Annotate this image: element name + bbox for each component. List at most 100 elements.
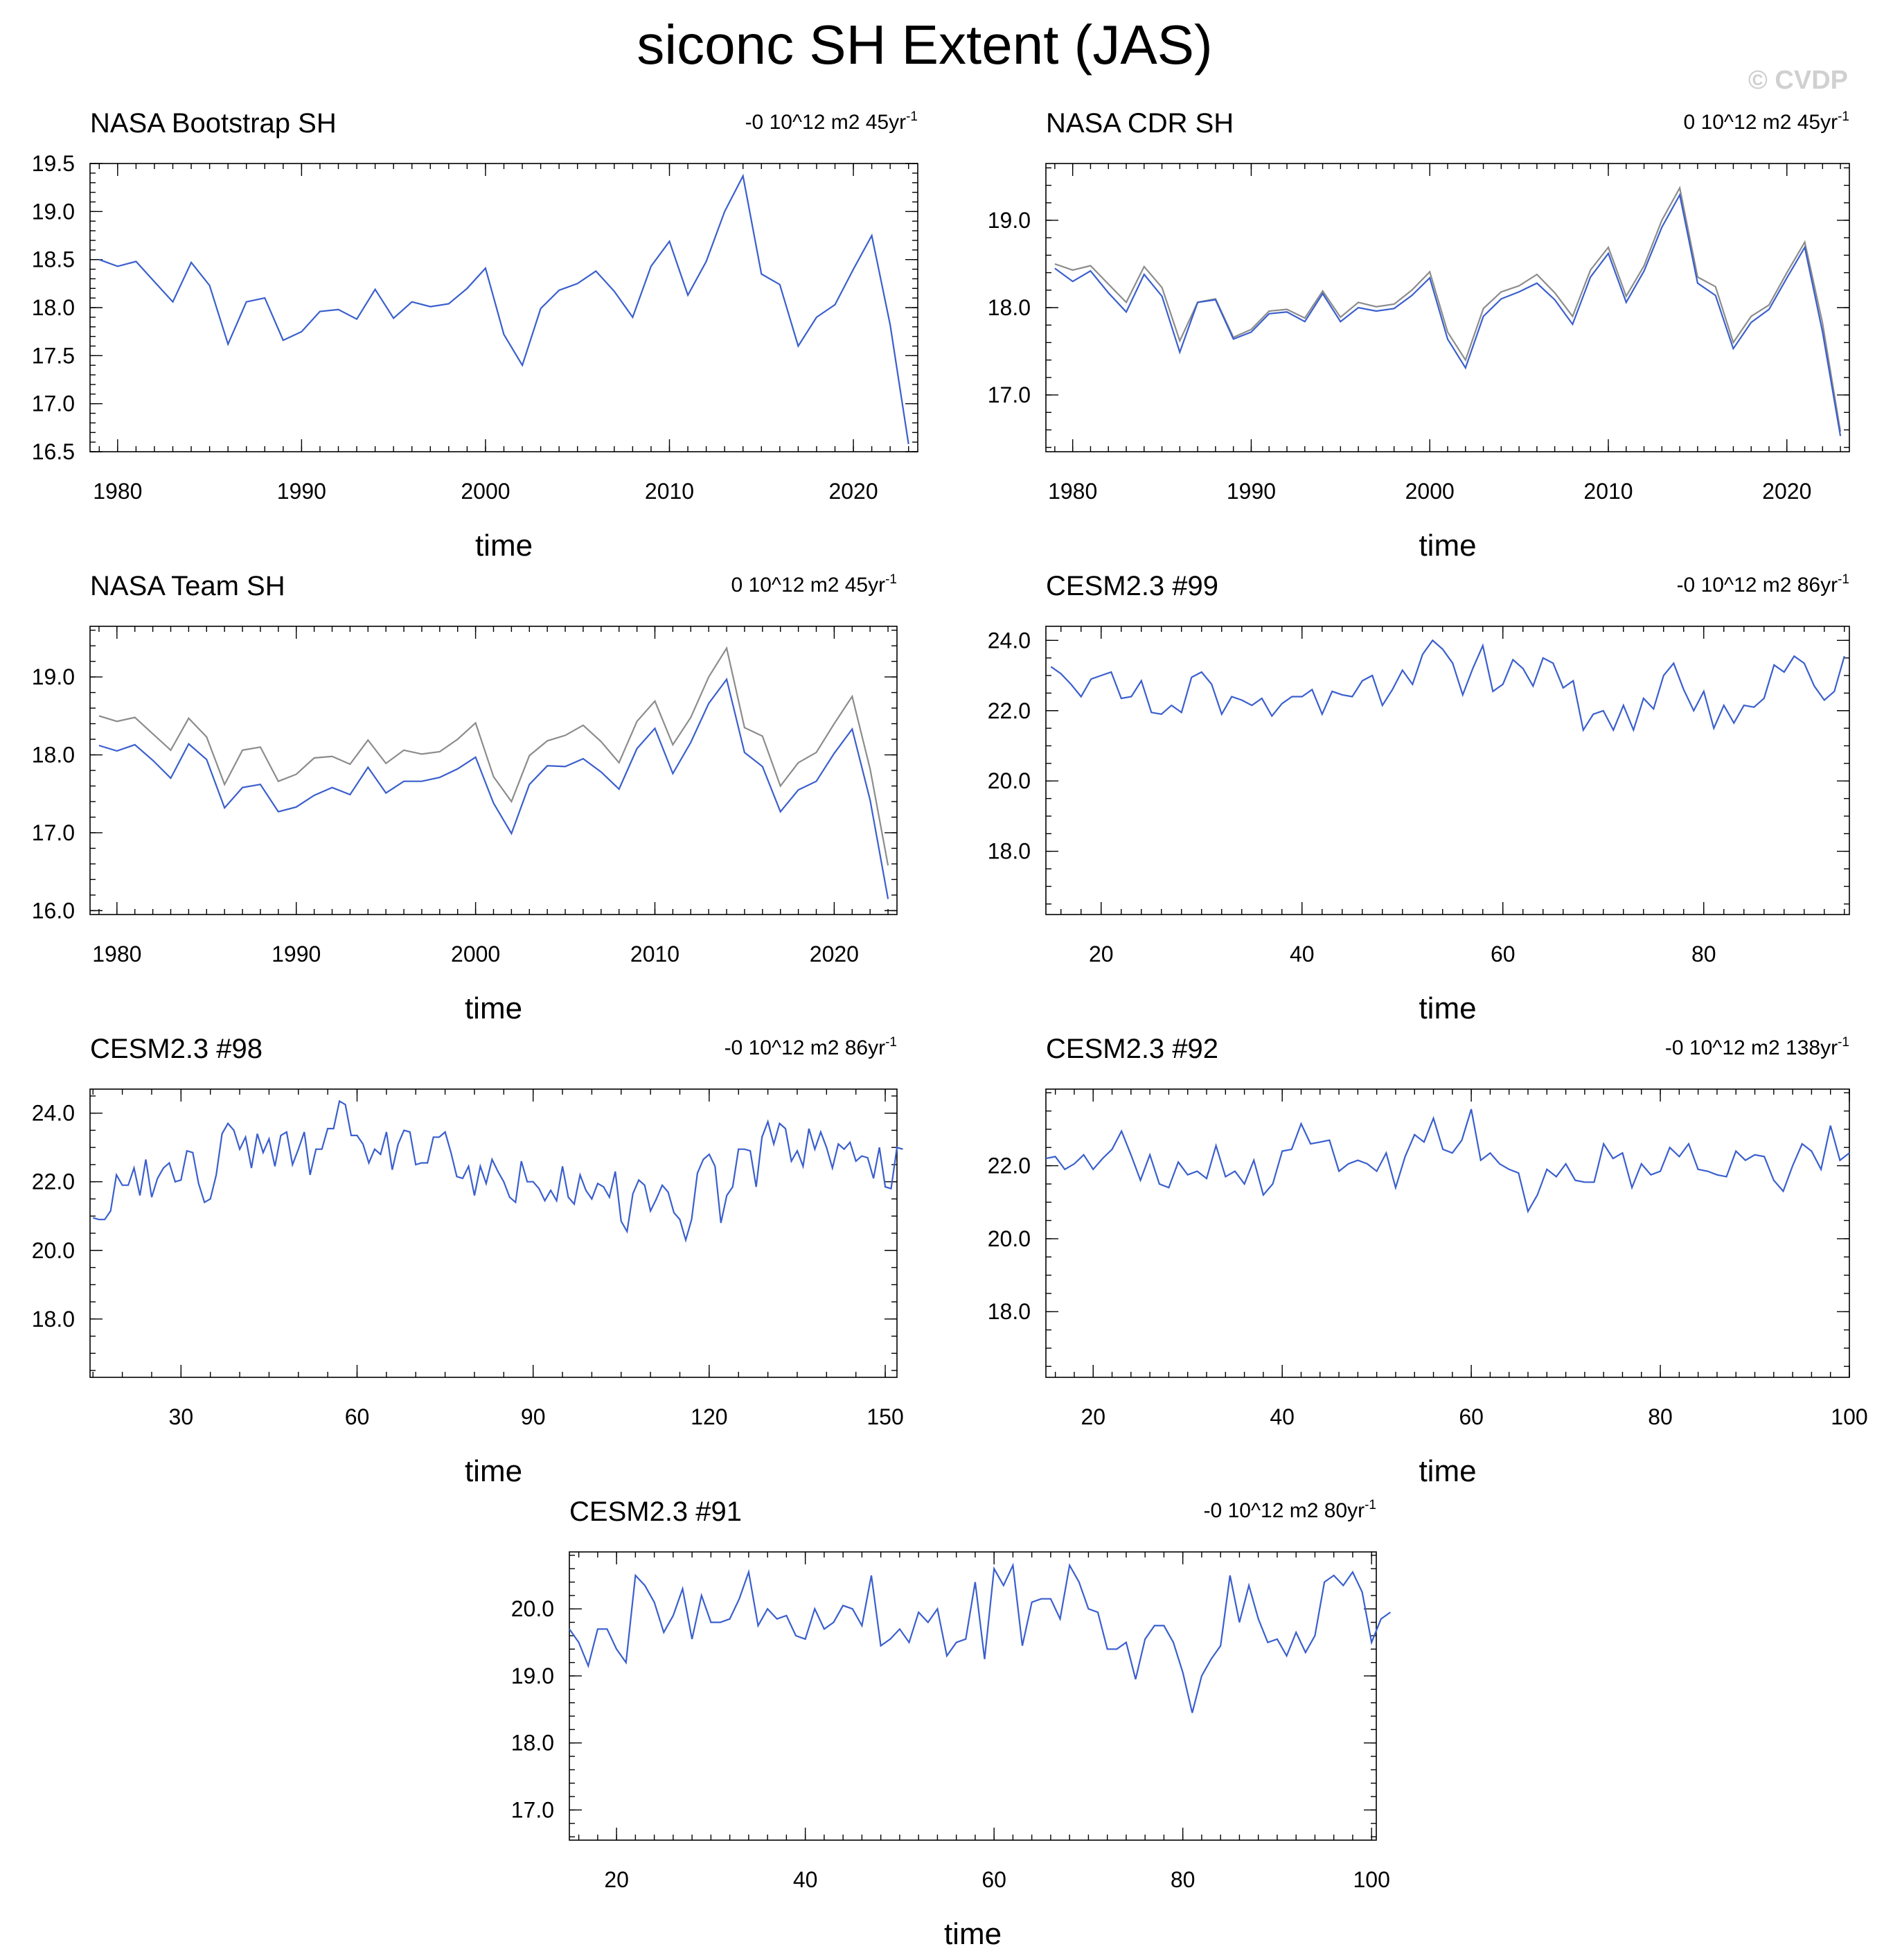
y-tick-label: 18.0 <box>32 1307 75 1332</box>
x-tick-label: 60 <box>1459 1404 1484 1429</box>
reference-series-line <box>98 646 889 866</box>
x-tick-label: 2020 <box>828 479 878 504</box>
trend-label: 0 10^12 m2 45yr-1 <box>1684 109 1849 134</box>
x-tick-label: 1980 <box>93 479 142 504</box>
panel-title: CESM2.3 #92 <box>1046 1034 1218 1064</box>
trend-label: -0 10^12 m2 45yr-1 <box>745 109 918 134</box>
panel-title: NASA CDR SH <box>1046 108 1234 139</box>
trend-value: -0 10^12 m2 138yr <box>1665 1036 1838 1059</box>
trend-exponent: -1 <box>885 572 897 587</box>
y-tick-label: 22.0 <box>32 1169 75 1194</box>
x-tick-label: 80 <box>1691 942 1716 966</box>
series-line <box>569 1562 1392 1713</box>
trend-exponent: -1 <box>1365 1498 1376 1512</box>
x-tick-label: 100 <box>1353 1867 1389 1892</box>
y-tick-label: 16.5 <box>32 439 75 464</box>
x-tick-label: 80 <box>1171 1867 1196 1892</box>
x-tick-label: 20 <box>604 1867 629 1892</box>
x-tick-label: 40 <box>793 1867 818 1892</box>
x-tick-label: 20 <box>1081 1404 1105 1429</box>
x-axis-title: time <box>1419 529 1476 563</box>
series-line <box>1045 1109 1850 1214</box>
trend-label: -0 10^12 m2 138yr-1 <box>1665 1035 1849 1059</box>
y-tick-label: 18.5 <box>32 247 75 272</box>
series-line <box>92 1100 903 1243</box>
y-tick-label: 17.0 <box>988 382 1031 407</box>
x-tick-label: 150 <box>867 1404 903 1429</box>
panel-4: CESM2.3 #99 -0 10^12 m2 86yr-1 20 40 60 80 18.… <box>988 571 1850 1025</box>
x-tick-label: 60 <box>1491 942 1516 966</box>
y-tick-label: 18.0 <box>32 743 75 768</box>
plot-frame <box>1045 163 1850 452</box>
x-tick-label: 30 <box>169 1404 194 1429</box>
y-tick-label: 24.0 <box>988 628 1031 653</box>
x-tick-label: 1980 <box>92 942 141 966</box>
x-tick-label: 40 <box>1270 1404 1295 1429</box>
x-tick-label: 2000 <box>451 942 500 966</box>
x-tick-label: 100 <box>1831 1404 1867 1429</box>
y-tick-label: 19.0 <box>511 1663 554 1688</box>
x-tick-label: 2020 <box>1762 479 1811 504</box>
x-tick-label: 2010 <box>630 942 679 966</box>
y-tick-label: 18.0 <box>988 839 1031 864</box>
trend-value: 0 10^12 m2 45yr <box>731 574 886 597</box>
panel-6: CESM2.3 #92 -0 10^12 m2 138yr-1 20 40 60 80 10… <box>988 1034 1868 1488</box>
x-tick-label: 2010 <box>645 479 694 504</box>
x-tick-label: 1990 <box>1227 479 1276 504</box>
series-line <box>1050 639 1845 732</box>
plot-frame <box>89 163 918 452</box>
x-axis-title: time <box>475 529 533 563</box>
y-tick-label: 17.0 <box>32 820 75 845</box>
x-tick-label: 60 <box>981 1867 1006 1892</box>
y-tick-label: 20.0 <box>988 1226 1031 1251</box>
x-tick-label: 1990 <box>272 942 321 966</box>
y-tick-label: 18.0 <box>988 1299 1031 1324</box>
panel-title: CESM2.3 #98 <box>90 1034 263 1064</box>
x-axis-title: time <box>1419 1454 1476 1488</box>
series-line <box>98 173 909 445</box>
trend-label: -0 10^12 m2 80yr-1 <box>1204 1498 1376 1522</box>
y-tick-label: 18.0 <box>511 1731 554 1756</box>
trend-value: -0 10^12 m2 45yr <box>745 111 907 134</box>
panel-7: CESM2.3 #91 -0 10^12 m2 80yr-1 20 40 60 80 100… <box>511 1497 1392 1951</box>
x-tick-label: 2010 <box>1583 479 1633 504</box>
panel-title: CESM2.3 #99 <box>1046 571 1218 601</box>
reference-series-line <box>1054 186 1842 432</box>
plot-frame <box>1045 1088 1850 1378</box>
trend-value: -0 10^12 m2 80yr <box>1204 1499 1365 1522</box>
y-tick-label: 19.5 <box>32 151 75 176</box>
y-tick-label: 18.0 <box>32 295 75 320</box>
y-tick-label: 20.0 <box>32 1238 75 1263</box>
x-axis-title: time <box>465 991 522 1025</box>
x-tick-label: 1980 <box>1048 479 1097 504</box>
trend-label: -0 10^12 m2 86yr-1 <box>1677 572 1849 597</box>
trend-exponent: -1 <box>885 1035 897 1050</box>
y-tick-label: 20.0 <box>511 1596 554 1621</box>
figure-title: siconc SH Extent (JAS) <box>637 14 1212 76</box>
y-tick-label: 18.0 <box>988 295 1031 320</box>
y-tick-label: 22.0 <box>988 698 1031 723</box>
y-tick-label: 20.0 <box>988 768 1031 793</box>
trend-exponent: -1 <box>1838 109 1849 124</box>
trend-label: -0 10^12 m2 86yr-1 <box>725 1035 897 1059</box>
y-tick-label: 19.0 <box>32 664 75 689</box>
y-tick-label: 24.0 <box>32 1101 75 1126</box>
y-tick-label: 17.0 <box>511 1797 554 1822</box>
plot-frame <box>569 1551 1377 1841</box>
y-tick-label: 19.0 <box>988 208 1031 233</box>
x-tick-label: 1990 <box>277 479 326 504</box>
panel-5: CESM2.3 #98 -0 10^12 m2 86yr-1 30 60 90 120 15… <box>32 1034 904 1488</box>
x-tick-label: 2020 <box>810 942 859 966</box>
x-tick-label: 20 <box>1089 942 1114 966</box>
trend-label: 0 10^12 m2 45yr-1 <box>731 572 897 597</box>
y-tick-label: 16.0 <box>32 898 75 923</box>
x-tick-label: 60 <box>345 1404 370 1429</box>
trend-exponent: -1 <box>1838 1035 1849 1050</box>
plot-frame <box>89 1088 898 1378</box>
y-tick-label: 17.0 <box>32 391 75 416</box>
panel-title: NASA Bootstrap SH <box>90 108 337 139</box>
panel-title: NASA Team SH <box>90 571 285 601</box>
trend-value: 0 10^12 m2 45yr <box>1684 111 1838 134</box>
